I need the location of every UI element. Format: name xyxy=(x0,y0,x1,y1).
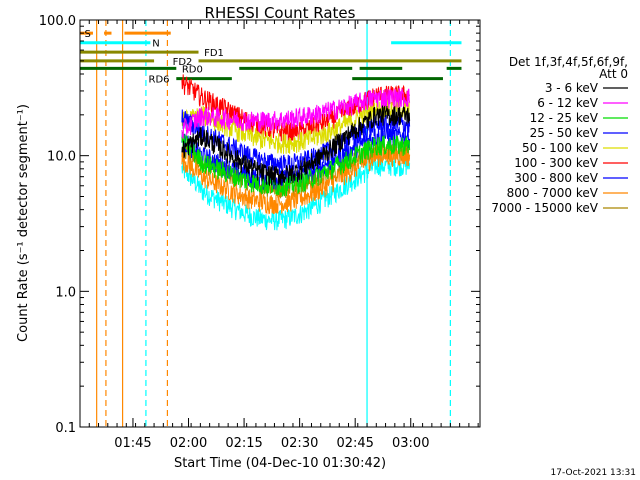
flag-label-n: N xyxy=(152,39,159,50)
x-tick-label: 02:15 xyxy=(225,436,262,451)
x-tick-label: 02:30 xyxy=(281,436,318,451)
series-line-9 xyxy=(181,156,411,231)
plot-frame xyxy=(79,19,481,428)
y-axis-label: Count Rate (s⁻¹ detector segment⁻¹) xyxy=(16,104,31,342)
legend-label-3: 25 - 50 keV xyxy=(530,126,599,140)
series-line-1 xyxy=(181,88,411,139)
x-tick-label: 02:45 xyxy=(336,436,373,451)
flag-label-rd6: RD6 xyxy=(149,75,170,86)
legend-label-1: 6 - 12 keV xyxy=(537,96,599,110)
legend-label-7: 800 - 7000 keV xyxy=(507,186,599,200)
flag-label-fd1: FD1 xyxy=(204,48,224,59)
legend-label-2: 12 - 25 keV xyxy=(530,111,599,125)
legend: Det 1f,3f,4f,5f,6f,9f, Att 0 3 - 6 keV6 … xyxy=(491,55,628,215)
series-line-2 xyxy=(181,131,411,197)
legend-label-0: 3 - 6 keV xyxy=(545,81,599,95)
timestamp: 17-Oct-2021 13:31 xyxy=(551,468,636,478)
flag-label-s: S xyxy=(84,29,90,40)
legend-label-5: 100 - 300 keV xyxy=(514,156,598,170)
x-tick-label: 03:00 xyxy=(392,436,429,451)
x-axis-label: Start Time (04-Dec-10 01:30:42) xyxy=(174,456,386,471)
chart-title: RHESSI Count Rates xyxy=(205,4,356,22)
flag-label-rd0: RD0 xyxy=(182,64,203,75)
axes: 0.1 1.0 10.0 100.0 01:45 02:00 02:15 02:30 02:45… xyxy=(39,14,480,451)
flag-label-fd2: FD2 xyxy=(173,57,193,68)
x-tick-label: 02:00 xyxy=(170,436,207,451)
y-tick-label: 1.0 xyxy=(55,285,76,300)
y-tick-label: 10.0 xyxy=(47,150,76,165)
legend-label-6: 300 - 800 keV xyxy=(514,171,598,185)
x-tick-label: 01:45 xyxy=(114,436,151,451)
y-tick-label: 0.1 xyxy=(55,421,76,436)
legend-label-4: 50 - 100 keV xyxy=(522,141,599,155)
y-tick-label: 100.0 xyxy=(39,14,76,29)
legend-label-8: 7000 - 15000 keV xyxy=(491,201,598,215)
legend-header-line-2: Att 0 xyxy=(599,67,628,81)
series-line-0 xyxy=(181,105,411,187)
legend-header-line-1: Det 1f,3f,4f,5f,6f,9f, xyxy=(509,55,628,69)
